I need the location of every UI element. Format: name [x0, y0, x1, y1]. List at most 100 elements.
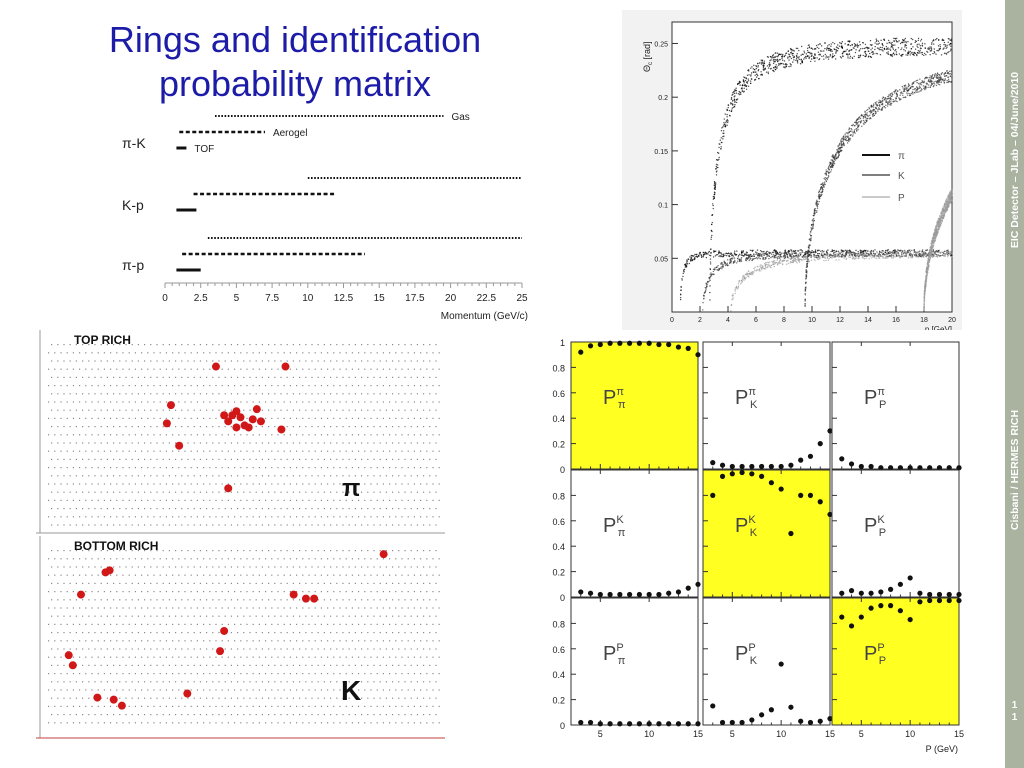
aerogel-ring-point [905, 252, 908, 254]
pmt-cell [82, 344, 84, 346]
gas-ring-point [737, 83, 739, 85]
aerogel-ring-point [887, 251, 889, 253]
gas-ring-point [938, 225, 940, 228]
aerogel-ring-point [714, 255, 717, 257]
gas-ring-point [804, 303, 806, 305]
pmt-cell [367, 344, 369, 346]
pmt-cell [144, 376, 146, 378]
aerogel-ring-point [719, 254, 721, 257]
aerogel-ring-point [914, 252, 917, 255]
gas-ring-point [804, 55, 807, 58]
gas-ring-point [874, 101, 877, 104]
pmt-cell [382, 352, 384, 354]
gas-ring-point [879, 101, 881, 104]
gas-ring-point [825, 55, 828, 57]
gas-ring-point [905, 41, 907, 44]
pmt-cell [413, 417, 415, 419]
gas-ring-point [919, 78, 921, 80]
gas-ring-point [720, 146, 722, 148]
gas-ring-point [830, 48, 833, 51]
pmt-cell [215, 385, 217, 387]
pmt-cell [110, 401, 112, 403]
pmt-cell [94, 393, 96, 395]
gas-ring-point [818, 190, 820, 192]
gas-ring-point [862, 119, 865, 122]
aerogel-ring-point [779, 255, 781, 258]
gas-ring-point [887, 51, 889, 53]
gas-ring-point [945, 206, 947, 209]
gas-ring-point [852, 123, 854, 126]
gas-ring-point [862, 47, 864, 50]
pmt-cell [66, 417, 68, 419]
gas-ring-point [843, 144, 845, 147]
aerogel-ring-point [805, 257, 807, 260]
gas-ring-point [938, 73, 941, 76]
gas-ring-point [913, 54, 915, 57]
gas-ring-point [752, 71, 755, 74]
pmt-cell [162, 376, 164, 378]
pmt-cell [249, 344, 251, 346]
gas-ring-point [879, 105, 881, 107]
momentum-tick-label: 15 [374, 293, 386, 304]
gas-ring-point [936, 37, 938, 40]
gas-ring-point [823, 186, 825, 188]
aerogel-ring-point [780, 262, 782, 264]
gas-ring-point [923, 297, 925, 300]
gas-ring-point [837, 44, 839, 46]
pmt-cell [385, 344, 387, 346]
pmt-cell [314, 401, 316, 403]
aerogel-ring-point [876, 252, 878, 254]
gas-ring-point [930, 49, 933, 51]
gas-ring-point [821, 188, 824, 190]
pmt-cell [426, 401, 428, 403]
aerogel-ring-point [801, 250, 803, 252]
gas-ring-point [866, 114, 868, 116]
aerogel-ring-point [839, 255, 841, 258]
aerogel-ring-point [869, 250, 871, 253]
gas-ring-point [923, 301, 925, 303]
aerogel-ring-point [753, 253, 755, 255]
pmt-cell [333, 368, 335, 370]
aerogel-ring-point [681, 279, 683, 281]
gas-ring-point [943, 74, 945, 76]
gas-ring-point [901, 85, 904, 88]
aerogel-ring-point [778, 262, 781, 265]
gas-ring-point [908, 84, 911, 87]
pmt-cell [230, 393, 232, 395]
gas-ring-point [857, 44, 860, 47]
aerogel-ring-point [830, 250, 832, 253]
pmt-cell [178, 401, 180, 403]
aerogel-ring-point [922, 251, 925, 253]
aerogel-ring-point [680, 289, 682, 291]
gas-ring-point [827, 166, 830, 168]
pmt-cell [271, 385, 273, 387]
gas-ring-point [937, 222, 939, 224]
gas-ring-point [928, 259, 930, 261]
aerogel-ring-point [830, 257, 832, 259]
pmt-cell [162, 344, 164, 346]
aerogel-ring-point [942, 251, 944, 253]
pmt-cell [150, 393, 152, 395]
gas-ring-point [933, 83, 936, 85]
pmt-cell [345, 352, 347, 354]
gas-ring-point [947, 76, 950, 78]
gas-ring-point [846, 139, 849, 142]
row-label-1: K-p [122, 197, 144, 213]
gas-ring-point [894, 49, 896, 52]
gas-ring-point [840, 139, 842, 141]
pmt-cell [218, 344, 220, 346]
gas-ring-point [732, 93, 734, 96]
aerogel-ring-point [681, 278, 683, 280]
gas-ring-point [711, 221, 713, 224]
gas-ring-point [851, 44, 853, 46]
pmt-cell [339, 385, 341, 387]
gas-ring-point [872, 53, 874, 56]
pmt-cell [54, 352, 56, 354]
gas-ring-point [825, 57, 827, 59]
aerogel-ring-point [702, 301, 704, 304]
aerogel-ring-point [724, 254, 726, 257]
aerogel-ring-point [742, 254, 744, 257]
pmt-cell [342, 409, 344, 411]
gas-ring-point [748, 74, 750, 76]
gas-ring-point [943, 206, 946, 208]
